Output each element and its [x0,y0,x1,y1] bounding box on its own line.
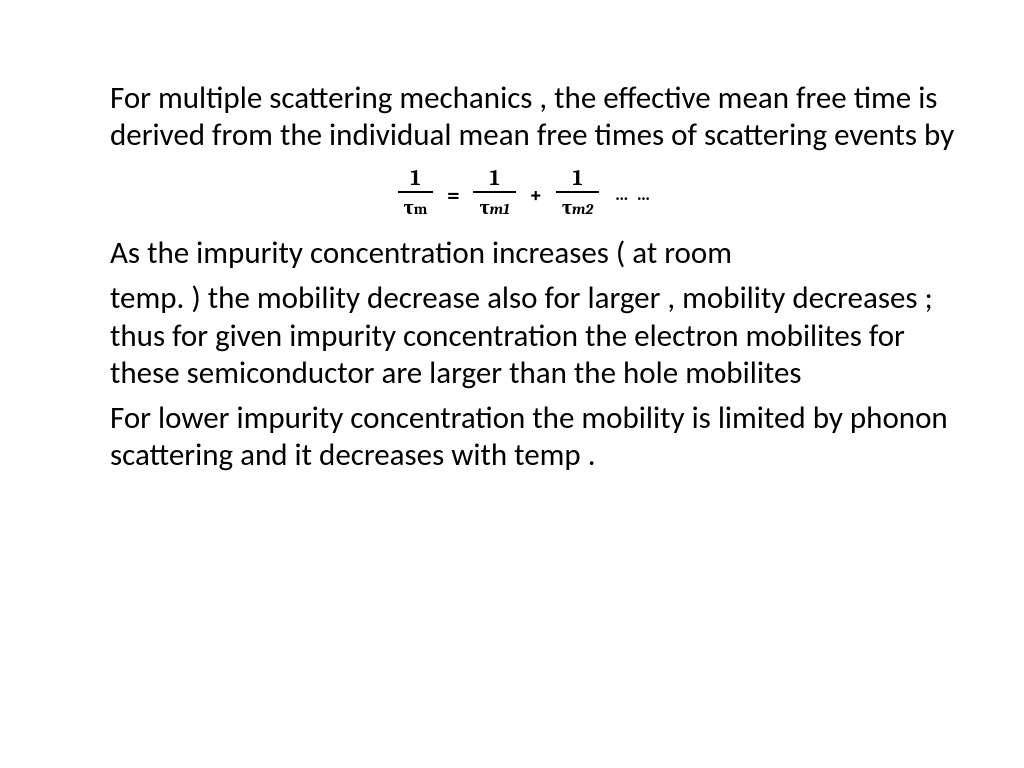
fraction-m1: 1 τm1 [473,166,515,223]
ellipsis: … … [615,184,653,205]
numerator-3: 1 [556,166,599,192]
denominator-3: τm2 [556,193,599,224]
paragraph-intro: For multiple scattering mechanics , the … [110,80,974,154]
denominator-1: τm [398,193,434,224]
fraction-left: 1 τm [398,166,434,223]
paragraph-impurity-1: As the impurity concentration increases … [110,235,974,272]
equals-sign: = [447,182,460,208]
slide-content: For multiple scattering mechanics , the … [0,0,1024,768]
numerator-2: 1 [473,166,515,192]
denominator-2: τm1 [473,193,515,224]
paragraph-phonon: For lower impurity concentration the mob… [110,400,974,474]
numerator-1: 1 [398,166,434,192]
fraction-m2: 1 τm2 [556,166,599,223]
plus-sign: + [529,182,542,208]
paragraph-impurity-2: temp. ) the mobility decrease also for l… [110,280,974,392]
equation-matthiessen: 1 τm = 1 τm1 + 1 τm2 … … [70,166,974,223]
